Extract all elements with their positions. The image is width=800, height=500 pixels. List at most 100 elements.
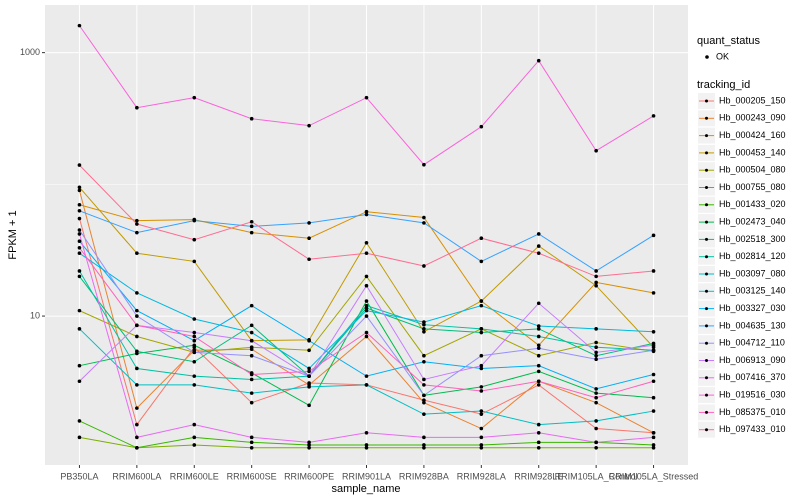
point (364, 330, 369, 335)
point (651, 409, 656, 413)
point (651, 291, 656, 295)
point (651, 372, 656, 377)
point (364, 445, 369, 450)
point (479, 366, 484, 371)
point (479, 124, 484, 129)
point (594, 340, 598, 345)
point (479, 385, 484, 389)
point (594, 280, 598, 285)
point (192, 443, 197, 447)
legend-label: Hb_001433_020 (719, 199, 786, 209)
point (364, 274, 369, 279)
point (651, 379, 656, 384)
legend-label: Hb_085375_010 (719, 407, 786, 417)
point (135, 230, 139, 235)
point (536, 363, 541, 368)
point (77, 379, 82, 384)
point (594, 283, 598, 288)
point (135, 105, 139, 110)
point (77, 308, 82, 313)
point (307, 257, 311, 262)
x-tick-label: PB350LA (60, 471, 98, 481)
point (536, 251, 541, 256)
legend-label: Hb_000755_080 (719, 182, 786, 192)
point (422, 327, 426, 331)
point (364, 374, 369, 378)
point (307, 236, 311, 241)
point (249, 353, 254, 358)
point (422, 221, 426, 225)
x-tick-label: RRIM600LA (112, 471, 161, 481)
point (364, 209, 369, 214)
point (135, 308, 139, 313)
point (536, 346, 541, 351)
point (594, 387, 598, 391)
point (594, 274, 598, 279)
point (77, 239, 82, 244)
point (479, 412, 484, 416)
point (249, 330, 254, 335)
point (77, 163, 82, 167)
point (422, 445, 426, 450)
point (192, 334, 197, 339)
point (364, 314, 369, 318)
point (77, 269, 82, 273)
point (536, 353, 541, 358)
legend-label: OK (716, 51, 729, 61)
point (594, 269, 598, 273)
point (307, 443, 311, 447)
point (594, 395, 598, 400)
point (536, 440, 541, 445)
point (192, 218, 197, 223)
point (135, 366, 139, 371)
point (594, 391, 598, 395)
x-tick-label: RRIM928LE (514, 471, 563, 481)
legend-label: Hb_007416_370 (719, 372, 786, 382)
point (364, 212, 369, 217)
legend-key-dot (705, 272, 708, 276)
point (135, 445, 139, 450)
point (249, 377, 254, 382)
legend-label: Hb_019516_030 (719, 389, 786, 399)
point (651, 443, 656, 447)
x-tick-label: RRIM928LA (457, 471, 506, 481)
point (536, 343, 541, 348)
point (364, 95, 369, 100)
point (135, 323, 139, 328)
legend-key-dot (705, 237, 708, 241)
x-tick-label: RRIM600LE (170, 471, 219, 481)
point (249, 345, 254, 350)
legend-label: Hb_000205_150 (719, 95, 786, 105)
point (364, 283, 369, 288)
point (422, 400, 426, 405)
point (651, 114, 656, 118)
point (249, 445, 254, 450)
point (536, 445, 541, 450)
point (364, 430, 369, 435)
point (422, 264, 426, 268)
point (536, 301, 541, 306)
point (249, 116, 254, 121)
point (307, 374, 311, 378)
legend-key-dot (705, 307, 708, 311)
y-tick-label: 1000 (20, 47, 40, 57)
point (651, 430, 656, 435)
point (422, 443, 426, 447)
point (536, 324, 541, 328)
point (422, 383, 426, 387)
legend-key-dot (705, 341, 708, 345)
legend-key-dot (705, 324, 708, 328)
legend-key-dot (705, 428, 708, 432)
point (651, 233, 656, 238)
point (135, 291, 139, 295)
legend-label: Hb_000424_160 (719, 130, 786, 140)
point (422, 320, 426, 324)
x-tick-label: RRIM901LA (342, 471, 391, 481)
point (594, 350, 598, 355)
point (594, 345, 598, 350)
legend-key-dot (705, 393, 708, 397)
point (479, 303, 484, 308)
point (594, 419, 598, 423)
y-axis-title: FPKM + 1 (7, 210, 19, 259)
